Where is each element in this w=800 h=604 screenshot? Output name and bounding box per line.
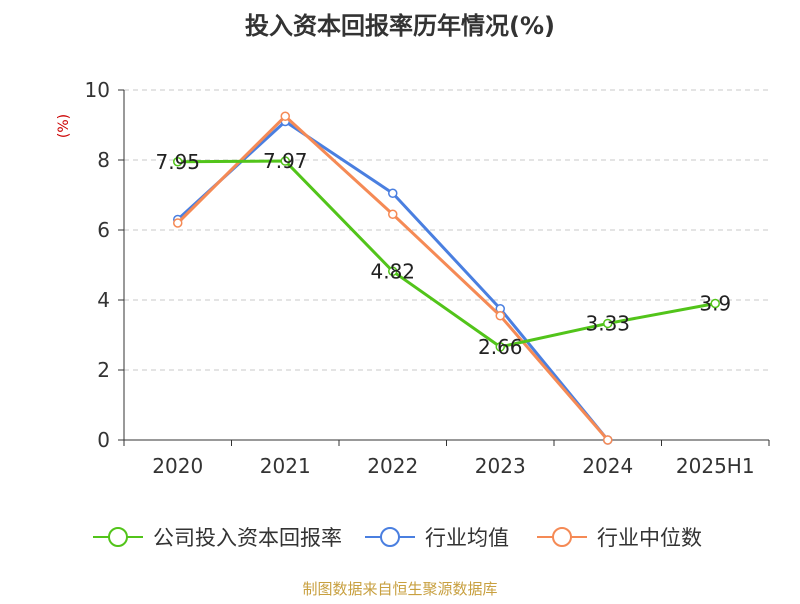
x-tick-label: 2022 xyxy=(367,454,418,478)
data-point xyxy=(280,156,290,166)
legend-item[interactable]: 行业中位数 xyxy=(537,526,702,550)
y-tick-label: 10 xyxy=(85,78,110,102)
legend-swatch-marker xyxy=(380,527,400,547)
legend-swatch-marker xyxy=(108,527,128,547)
data-point xyxy=(603,435,613,445)
data-point xyxy=(280,111,290,121)
series-line xyxy=(177,159,716,349)
data-point xyxy=(388,266,398,277)
y-tick-label: 8 xyxy=(97,148,110,172)
data-label: 4.82 xyxy=(370,259,415,283)
axes: 0 2 4 6 8 10 2020 2021 2022 2023 2024 2025H1 xyxy=(85,78,770,478)
data-point xyxy=(388,209,398,219)
data-point xyxy=(603,318,613,329)
source-note: 制图数据来自恒生聚源数据库 xyxy=(302,580,497,598)
x-tick-label: 2025H1 xyxy=(676,454,755,478)
legend-label: 行业中位数 xyxy=(597,526,702,550)
grid-lines xyxy=(124,89,769,371)
data-point xyxy=(495,311,505,321)
data-point xyxy=(173,218,183,228)
data-labels: 7.95 7.97 4.82 2.66 3.33 3.9 xyxy=(155,149,731,359)
legend[interactable]: 公司投入资本回报率 行业均值 行业中位数 xyxy=(93,526,702,550)
x-tick-label: 2020 xyxy=(152,454,203,478)
data-point xyxy=(710,298,720,309)
data-label: 7.95 xyxy=(155,150,200,174)
data-label: 3.9 xyxy=(699,292,731,316)
y-axis-label: (%) xyxy=(56,114,72,138)
series-layer xyxy=(173,111,720,445)
data-label: 3.33 xyxy=(585,311,630,335)
y-tick-label: 4 xyxy=(97,288,110,312)
x-tick-label: 2021 xyxy=(260,454,311,478)
data-label: 2.66 xyxy=(478,335,523,359)
data-label: 7.97 xyxy=(263,149,308,173)
legend-swatch-marker xyxy=(552,527,572,547)
y-tick-label: 6 xyxy=(97,218,110,242)
y-tick-label: 0 xyxy=(97,428,110,452)
legend-item[interactable]: 行业均值 xyxy=(365,526,509,550)
legend-item[interactable]: 公司投入资本回报率 xyxy=(93,526,342,550)
legend-label: 公司投入资本回报率 xyxy=(153,526,342,550)
x-tick-label: 2024 xyxy=(582,454,633,478)
data-point xyxy=(173,157,183,167)
data-point xyxy=(495,342,505,352)
legend-label: 行业均值 xyxy=(425,526,509,550)
y-tick-label: 2 xyxy=(97,358,110,382)
chart-title: 投入资本回报率历年情况(%) xyxy=(245,12,555,40)
data-point xyxy=(388,188,398,198)
x-tick-label: 2023 xyxy=(475,454,526,478)
